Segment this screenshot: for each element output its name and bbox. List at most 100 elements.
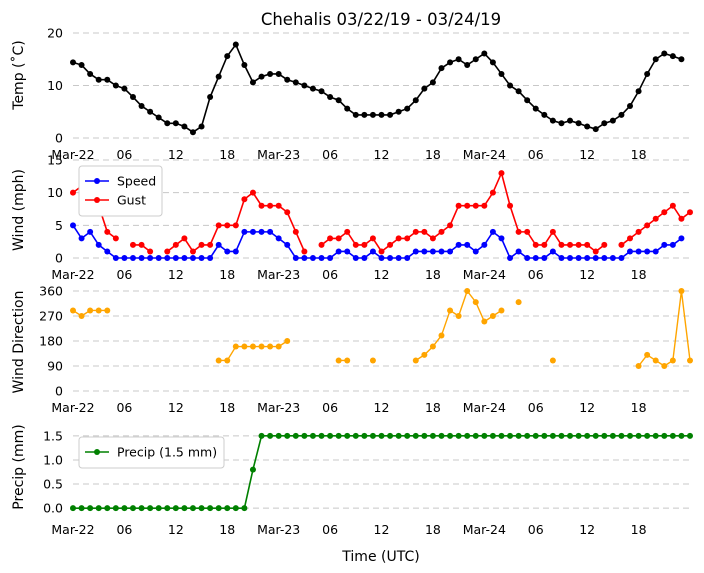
data-point xyxy=(515,228,522,235)
data-point xyxy=(455,202,462,209)
x-tick-label: 18 xyxy=(425,522,441,537)
data-point xyxy=(687,432,693,439)
y-tick-label: 1.5 xyxy=(43,428,63,443)
data-point xyxy=(438,432,445,439)
data-point xyxy=(438,228,445,235)
data-point xyxy=(515,432,522,439)
data-point xyxy=(267,228,274,235)
data-point xyxy=(318,88,325,95)
data-point xyxy=(147,255,154,261)
data-point xyxy=(147,108,154,115)
data-point xyxy=(618,255,625,261)
data-point xyxy=(652,215,659,222)
data-point xyxy=(627,235,634,242)
data-point xyxy=(404,432,411,439)
data-point xyxy=(164,505,171,512)
data-point xyxy=(138,241,145,248)
data-point xyxy=(669,241,676,248)
data-point xyxy=(567,117,574,124)
data-point xyxy=(661,50,668,57)
data-point xyxy=(558,120,565,127)
data-point xyxy=(669,432,676,439)
x-tick-label: 12 xyxy=(579,267,595,282)
data-point xyxy=(678,215,685,222)
data-point xyxy=(601,241,608,248)
x-tick-label: 18 xyxy=(425,400,441,415)
data-point xyxy=(198,505,205,512)
x-tick-label: 18 xyxy=(425,147,441,162)
x-tick-label: Mar-23 xyxy=(257,522,300,537)
data-point xyxy=(138,102,145,109)
data-point xyxy=(421,228,428,235)
data-point xyxy=(584,123,591,130)
data-point xyxy=(601,432,608,439)
y-tick-label: 0.0 xyxy=(43,501,63,516)
data-point xyxy=(309,255,316,261)
data-point xyxy=(489,59,496,66)
y-axis-label: Wind (mph) xyxy=(11,169,27,251)
data-point xyxy=(404,105,411,112)
data-point xyxy=(344,248,351,255)
data-point xyxy=(455,313,462,319)
data-point xyxy=(344,432,351,439)
data-point xyxy=(361,241,368,248)
data-point xyxy=(104,248,111,255)
x-tick-label: 06 xyxy=(528,400,544,415)
data-point xyxy=(472,299,479,306)
data-point xyxy=(121,85,128,92)
x-tick-label: 06 xyxy=(322,522,338,537)
data-point xyxy=(241,196,248,203)
data-point xyxy=(678,432,685,439)
data-point xyxy=(129,241,136,248)
data-point xyxy=(284,432,291,439)
data-point xyxy=(232,222,239,229)
data-point xyxy=(292,255,299,261)
data-point xyxy=(464,432,471,439)
data-point xyxy=(104,228,111,235)
data-point xyxy=(558,432,565,439)
data-point xyxy=(532,255,539,261)
data-point xyxy=(104,505,111,512)
data-point xyxy=(549,228,556,235)
data-point xyxy=(669,53,676,60)
data-point xyxy=(87,70,94,77)
x-tick-label: 06 xyxy=(116,147,132,162)
data-point xyxy=(687,209,693,216)
data-point xyxy=(249,79,256,86)
data-point xyxy=(455,432,462,439)
data-point xyxy=(635,228,642,235)
data-point xyxy=(104,307,111,314)
data-point xyxy=(327,94,334,101)
data-point xyxy=(189,129,196,136)
data-point xyxy=(644,70,651,77)
data-point xyxy=(121,505,128,512)
data-point xyxy=(584,241,591,248)
data-point xyxy=(395,432,402,439)
data-point xyxy=(207,241,214,248)
data-point xyxy=(429,248,436,255)
data-point xyxy=(395,235,402,242)
data-point xyxy=(284,76,291,83)
data-point xyxy=(507,202,514,209)
x-tick-label: 12 xyxy=(168,147,184,162)
data-point xyxy=(567,432,574,439)
legend-marker xyxy=(94,449,100,455)
legend-marker xyxy=(94,178,100,184)
data-point xyxy=(352,432,359,439)
data-point xyxy=(327,255,334,261)
data-point xyxy=(129,94,136,101)
data-point xyxy=(455,56,462,63)
x-tick-label: 18 xyxy=(425,267,441,282)
x-tick-label: 12 xyxy=(374,522,390,537)
data-point xyxy=(549,248,556,255)
data-point xyxy=(464,62,471,69)
data-point xyxy=(584,255,591,261)
data-point xyxy=(112,235,119,242)
data-point xyxy=(181,235,188,242)
data-point xyxy=(412,357,419,364)
data-point xyxy=(635,363,642,369)
data-point xyxy=(215,73,222,80)
data-point xyxy=(70,505,76,512)
data-point xyxy=(78,505,85,512)
data-point xyxy=(575,255,582,261)
